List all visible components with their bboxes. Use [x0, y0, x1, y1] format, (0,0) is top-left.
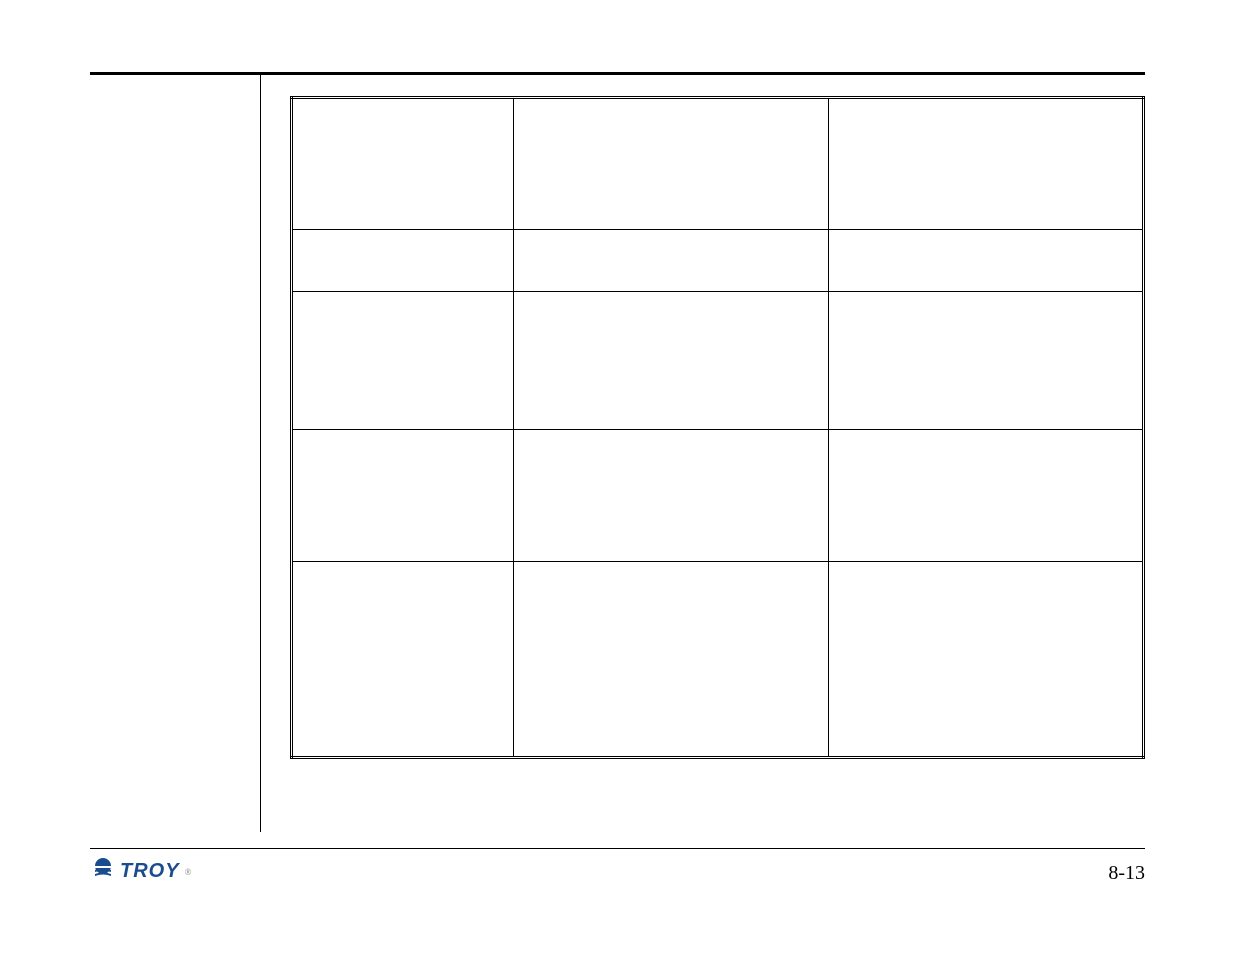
page-number: 8-13 — [1108, 862, 1145, 885]
document-page: TROY ® 8-13 — [0, 0, 1235, 954]
table-cell — [828, 98, 1143, 230]
table-cell — [292, 98, 514, 230]
table-row — [292, 562, 1144, 758]
table-row — [292, 98, 1144, 230]
bottom-horizontal-rule — [90, 848, 1145, 849]
table-cell — [828, 292, 1143, 430]
table-row — [292, 430, 1144, 562]
troy-logo-text: TROY — [120, 860, 180, 883]
table-cell — [828, 562, 1143, 758]
table-row — [292, 292, 1144, 430]
table-cell — [292, 430, 514, 562]
table-cell — [513, 430, 828, 562]
table-cell — [292, 292, 514, 430]
table-cell — [292, 562, 514, 758]
troy-logo: TROY ® — [90, 856, 191, 887]
troy-logo-icon — [90, 856, 116, 887]
top-horizontal-rule — [90, 72, 1145, 75]
left-vertical-rule — [260, 72, 261, 832]
table-cell — [513, 230, 828, 292]
table-cell — [828, 230, 1143, 292]
table-cell — [513, 562, 828, 758]
content-table-wrapper — [290, 96, 1145, 759]
table-cell — [292, 230, 514, 292]
table-cell — [513, 98, 828, 230]
table-cell — [828, 430, 1143, 562]
table-cell — [513, 292, 828, 430]
registered-mark-icon: ® — [185, 867, 192, 877]
content-table — [290, 96, 1145, 759]
table-row — [292, 230, 1144, 292]
